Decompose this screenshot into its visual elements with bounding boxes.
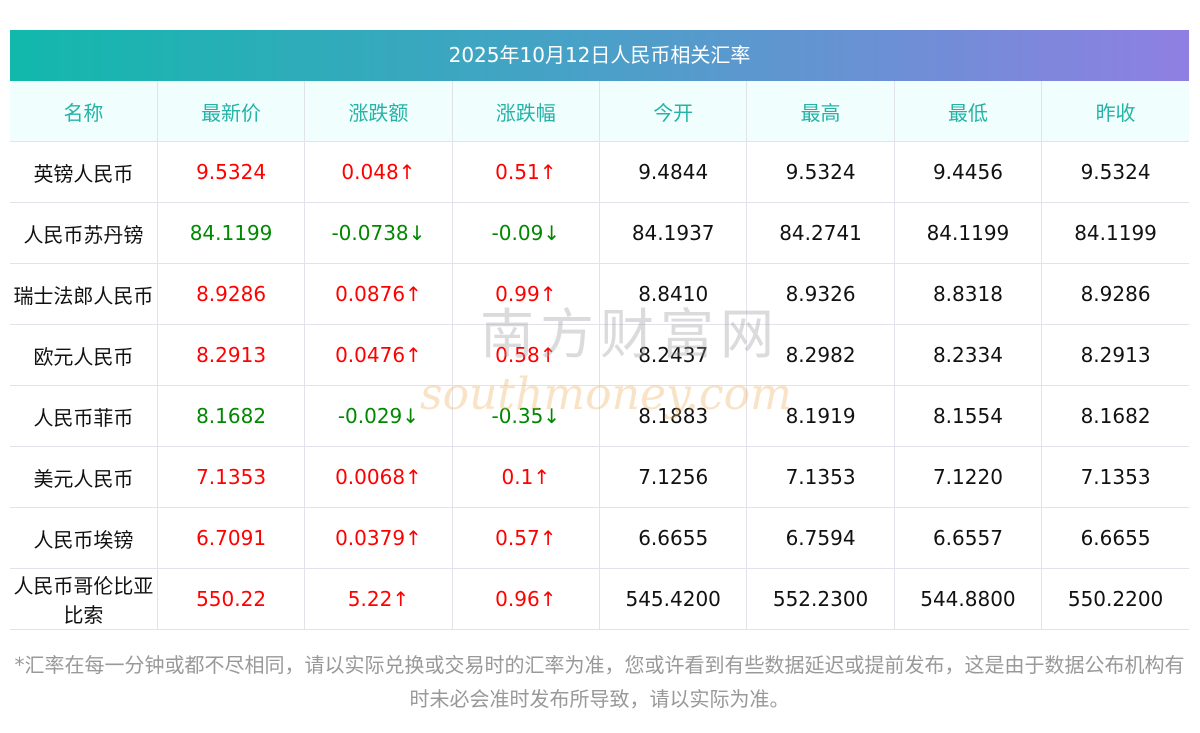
cell-price: 6.7091 [156,507,306,569]
cell-high: 8.1919 [746,385,895,447]
column-header: 名称 [10,81,158,142]
cell-price: 550.22 [156,568,306,630]
header-row: 名称 最新价 涨跌额 涨跌幅 今开 最高 最低 昨收 [10,81,1189,142]
cell-low: 9.4456 [893,141,1043,203]
cell-pct: 0.51↑ [451,141,601,203]
column-header: 昨收 [1041,81,1189,142]
table-row: 人民币菲币 8.1682 -0.029↓ -0.35↓ 8.1883 8.1919 8.15… [10,385,1189,447]
cell-prev: 8.9286 [1041,263,1189,325]
cell-high: 552.2300 [746,568,895,630]
cell-high: 8.2982 [746,324,895,386]
cell-prev: 8.2913 [1041,324,1189,386]
cell-name: 英镑人民币 [10,141,158,203]
cell-open: 7.1256 [598,446,748,508]
cell-name: 美元人民币 [10,446,158,508]
cell-name: 人民币哥伦比亚比索 [10,568,158,630]
cell-price: 8.1682 [156,385,306,447]
cell-low: 6.6557 [893,507,1043,569]
disclaimer-note: *汇率在每一分钟或都不尽相同，请以实际兑换或交易时的汇率为准，您或许看到有些数据… [14,653,1185,711]
cell-name: 人民币埃镑 [10,507,158,569]
column-header: 涨跌额 [304,81,453,142]
cell-name: 瑞士法郎人民币 [10,263,158,325]
cell-high: 8.9326 [746,263,895,325]
column-header: 最低 [893,81,1043,142]
cell-open: 84.1937 [598,202,748,264]
cell-high: 7.1353 [746,446,895,508]
column-header: 最新价 [156,81,306,142]
cell-low: 544.8800 [893,568,1043,630]
cell-pct: -0.35↓ [451,385,601,447]
cell-chg: 5.22↑ [304,568,453,630]
cell-open: 8.2437 [598,324,748,386]
column-header: 最高 [746,81,895,142]
table-row: 人民币苏丹镑 84.1199 -0.0738↓ -0.09↓ 84.1937 84.274… [10,202,1189,264]
table-row: 欧元人民币 8.2913 0.0476↑ 0.58↑ 8.2437 8.2982 8.233… [10,324,1189,386]
cell-low: 8.1554 [893,385,1043,447]
cell-chg: 0.0476↑ [304,324,453,386]
cell-pct: 0.96↑ [451,568,601,630]
table-row: 人民币埃镑 6.7091 0.0379↑ 0.57↑ 6.6655 6.7594 6.655… [10,507,1189,569]
cell-name: 欧元人民币 [10,324,158,386]
cell-prev: 84.1199 [1041,202,1189,264]
column-header: 涨跌幅 [451,81,601,142]
cell-prev: 550.2200 [1041,568,1189,630]
cell-chg: 0.0379↑ [304,507,453,569]
cell-open: 8.1883 [598,385,748,447]
cell-price: 84.1199 [156,202,306,264]
cell-high: 9.5324 [746,141,895,203]
cell-high: 6.7594 [746,507,895,569]
table-row: 瑞士法郎人民币 8.9286 0.0876↑ 0.99↑ 8.8410 8.9326 8.8… [10,263,1189,325]
table-row: 英镑人民币 9.5324 0.048↑ 0.51↑ 9.4844 9.5324 9.4456… [10,141,1189,203]
cell-pct: 0.1↑ [451,446,601,508]
cell-price: 8.2913 [156,324,306,386]
cell-low: 84.1199 [893,202,1043,264]
cell-price: 8.9286 [156,263,306,325]
cell-name: 人民币菲币 [10,385,158,447]
cell-chg: 0.0876↑ [304,263,453,325]
cell-pct: 0.99↑ [451,263,601,325]
table-title: 2025年10月12日人民币相关汇率 [10,30,1189,81]
cell-chg: -0.029↓ [304,385,453,447]
cell-low: 8.8318 [893,263,1043,325]
table-row: 美元人民币 7.1353 0.0068↑ 0.1↑ 7.1256 7.1353 7.1220… [10,446,1189,508]
column-header: 今开 [598,81,748,142]
cell-pct: -0.09↓ [451,202,601,264]
cell-low: 7.1220 [893,446,1043,508]
cell-open: 545.4200 [598,568,748,630]
cell-pct: 0.58↑ [451,324,601,386]
cell-name: 人民币苏丹镑 [10,202,158,264]
table-row: 人民币哥伦比亚比索 550.22 5.22↑ 0.96↑ 545.4200 552.230… [10,568,1189,630]
cell-price: 9.5324 [156,141,306,203]
exchange-rate-table: 名称 最新价 涨跌额 涨跌幅 今开 最高 最低 昨收 英镑人民币 9.5324 0.048↑ 0.5… [10,81,1189,630]
cell-prev: 7.1353 [1041,446,1189,508]
cell-chg: 0.0068↑ [304,446,453,508]
cell-open: 6.6655 [598,507,748,569]
cell-chg: -0.0738↓ [304,202,453,264]
cell-high: 84.2741 [746,202,895,264]
cell-open: 8.8410 [598,263,748,325]
cell-chg: 0.048↑ [304,141,453,203]
cell-price: 7.1353 [156,446,306,508]
cell-pct: 0.57↑ [451,507,601,569]
cell-open: 9.4844 [598,141,748,203]
cell-low: 8.2334 [893,324,1043,386]
cell-prev: 9.5324 [1041,141,1189,203]
cell-prev: 8.1682 [1041,385,1189,447]
cell-prev: 6.6655 [1041,507,1189,569]
